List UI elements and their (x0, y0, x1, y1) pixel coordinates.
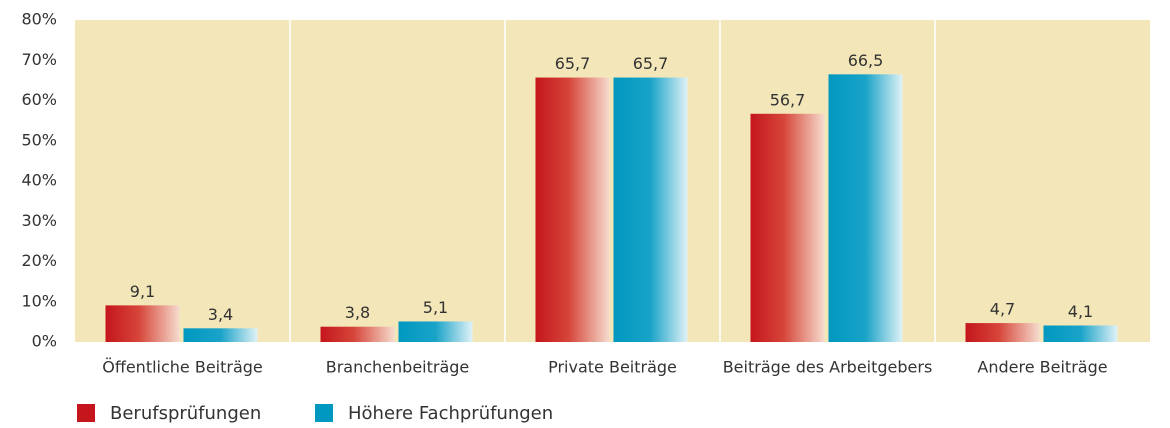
value-label: 3,8 (345, 303, 370, 322)
bar (1043, 325, 1118, 342)
x-tick-label: Private Beiträge (548, 358, 677, 377)
bar (750, 113, 825, 342)
y-tick-label: 30% (21, 211, 57, 230)
x-tick-label: Beiträge des Arbeitgebers (723, 358, 933, 377)
y-tick-label: 40% (21, 171, 57, 190)
x-tick-label: Öffentliche Beiträge (102, 358, 263, 377)
y-tick-label: 20% (21, 251, 57, 270)
bar (398, 321, 473, 342)
legend-swatch (315, 404, 333, 422)
y-tick-label: 10% (21, 291, 57, 310)
value-label: 9,1 (130, 282, 155, 301)
y-tick-label: 60% (21, 90, 57, 109)
bar (105, 305, 180, 342)
legend-label: Höhere Fachprüfungen (348, 403, 553, 424)
legend-label: Berufsprüfungen (110, 403, 261, 424)
y-tick-label: 50% (21, 130, 57, 149)
bar (320, 326, 395, 342)
legend-swatch (77, 404, 95, 422)
bar (965, 323, 1040, 342)
value-label: 5,1 (423, 298, 448, 317)
value-label: 4,1 (1068, 302, 1093, 321)
bar (828, 74, 903, 343)
value-label: 66,5 (848, 51, 884, 70)
value-label: 65,7 (633, 54, 669, 73)
value-label: 65,7 (555, 54, 591, 73)
y-tick-label: 70% (21, 50, 57, 69)
y-tick-label: 0% (32, 332, 57, 351)
plot-background (75, 20, 1150, 342)
value-label: 56,7 (770, 90, 806, 109)
value-label: 4,7 (990, 300, 1015, 319)
x-tick-label: Andere Beiträge (977, 358, 1107, 377)
y-tick-label: 80% (21, 10, 57, 29)
bar (613, 77, 688, 343)
value-label: 3,4 (208, 305, 233, 324)
bar (535, 77, 610, 343)
x-tick-label: Branchenbeiträge (326, 358, 470, 377)
bar (183, 328, 258, 342)
